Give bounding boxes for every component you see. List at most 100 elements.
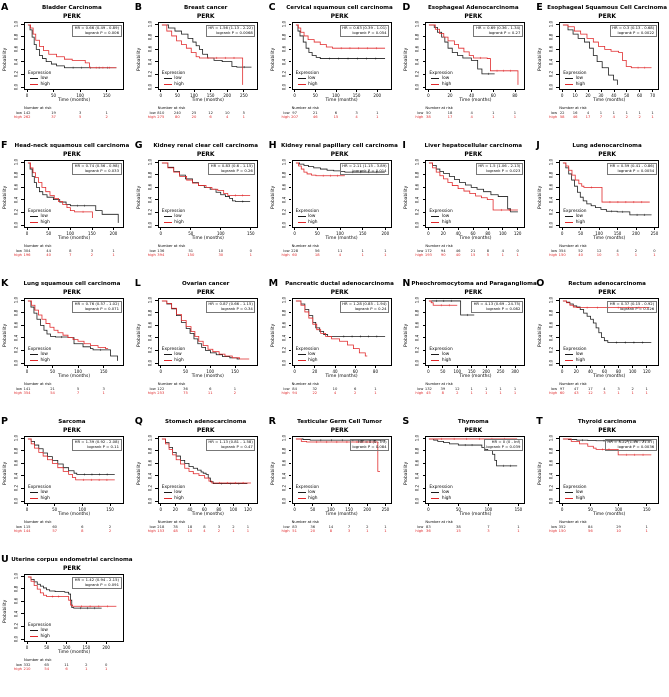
y-tick-label: 0.2 [13,347,19,354]
km-panel-t: T Thyroid carcinoma PERK Probability 1.0 0.8 0… [535,416,669,554]
number-at-risk-row-low: low 97 21 6 3 1 [268,111,402,116]
x-tick-mark [561,504,563,507]
risk-count: 46 [455,248,461,253]
risk-row-label: high [549,529,558,533]
risk-count: 4 [333,391,337,395]
legend: Expression low high [563,209,586,225]
logrank-text: logrank P = 0.054 [352,29,387,35]
y-tick-label: 1.0 [414,296,420,304]
censor-mark [340,439,343,442]
censor-mark [82,478,85,481]
x-tick-mark [500,366,501,369]
risk-count: 2 [90,253,94,257]
y-tick-label: 0.6 [13,460,19,467]
x-tick-mark [160,504,162,507]
x-tick-label: 0 [159,92,163,98]
panel-gene-subtitle: PERK [63,288,81,296]
x-tick-mark [316,228,318,231]
censor-mark [242,66,245,69]
risk-count: 153 [157,529,165,533]
y-tick-label: 0.6 [13,322,19,329]
risk-count: 1 [617,391,620,395]
risk-count: 1 [105,110,108,115]
legend-low-label: low [575,214,584,220]
legend-high-label: high [441,495,452,501]
hr-text: HR = 0.87 (0.66 - 1.15) [208,301,253,306]
risk-row-label: high [549,391,558,395]
y-tick-mark [288,462,292,464]
x-tick-label: 50 [455,506,461,512]
km-panel-p: P Sarcoma PERK Probability 1.0 0.8 0.6 0.4 0.2 0.… [0,416,134,554]
low-expression-curve [295,24,385,59]
censor-mark [633,201,635,204]
x-tick-label: 150 [88,230,96,236]
x-tick-mark [77,366,79,369]
panel-gene-subtitle: PERK [63,12,81,20]
y-tick-mark [21,48,24,50]
risk-count: 2 [354,391,357,395]
risk-count: 60 [292,253,297,257]
risk-count: 52 [578,248,583,253]
hr-text: HR = 1.5 (1.06 - 2.13) [478,163,521,168]
censor-mark [355,440,358,444]
legend-high: high [565,358,586,363]
censor-mark [90,478,93,481]
y-tick-label: 0.6 [281,322,287,329]
risk-count: 84 [588,524,593,529]
legend-high-label: high [441,219,452,225]
y-tick-label: 0.6 [414,460,420,467]
panel-letter: O [536,278,545,289]
y-tick-label: 0.0 [13,497,19,505]
y-tick-label: 0.4 [13,334,19,341]
x-tick-mark [575,366,577,369]
censor-mark [644,66,646,69]
x-tick-mark [348,504,350,507]
risk-count: 4 [612,115,616,119]
legend-low: low [297,214,319,219]
x-axis-label: Time (months) [325,374,358,379]
risk-count: 2 [233,391,237,395]
risk-count: 3 [102,386,105,391]
y-tick-label: 1.0 [414,20,420,28]
y-tick-mark [21,324,24,326]
panel-letter: H [268,140,277,151]
risk-count: 1 [376,110,379,115]
number-at-risk-row-high: high 253 75 11 2 [134,391,268,396]
legend-low-line-swatch [163,492,172,494]
number-at-risk-row-high: high 51 20 8 3 1 1 [268,529,402,534]
x-tick-label: 50 [44,644,50,650]
y-tick-label: 0.6 [147,460,153,467]
y-tick-label: 0.6 [414,322,420,329]
censor-mark [241,200,244,203]
x-tick-label: 20 [440,230,446,236]
hr-annotation: HR = 0.63 (0.39 - 1.01) logrank P = 0.054 [339,24,390,37]
y-tick-label: 1.0 [147,434,153,442]
y-axis-label: Probability [404,47,410,71]
y-tick-label: 0.4 [13,196,19,203]
x-tick-mark [105,642,107,645]
legend-low-label: low [40,352,48,358]
y-tick-label: 0.0 [281,221,287,229]
panel-gene-subtitle: PERK [196,426,215,434]
number-at-risk-row-high: high 144 57 8 2 [0,529,134,534]
risk-count: 240 [173,110,181,115]
y-tick-mark [556,462,560,464]
risk-row-label: high [147,529,156,533]
risk-count: 1 [232,529,235,533]
risk-row-label: high [13,529,22,533]
x-tick-mark [518,504,519,507]
y-tick-label: 0.0 [548,497,554,505]
x-tick-label: 150 [358,230,367,236]
risk-count: 2 [638,115,641,119]
hr-annotation: HR = 4.22 (1.46 - 21.07) logrank P = 0.00… [604,438,657,451]
y-tick-label: 0.0 [548,221,554,229]
risk-count: 1 [376,115,379,119]
risk-row-label: low [149,524,156,529]
hr-text: HR = 0.63 (0.39 - 1.01) [342,25,387,30]
risk-count: 1 [517,529,520,533]
censor-mark [611,439,614,442]
panel-title: Head-neck squamous cell carcinoma [14,142,130,149]
y-axis-label: Probability [538,461,544,485]
x-tick-label: 150 [102,92,111,98]
x-tick-label: 0 [293,368,296,374]
